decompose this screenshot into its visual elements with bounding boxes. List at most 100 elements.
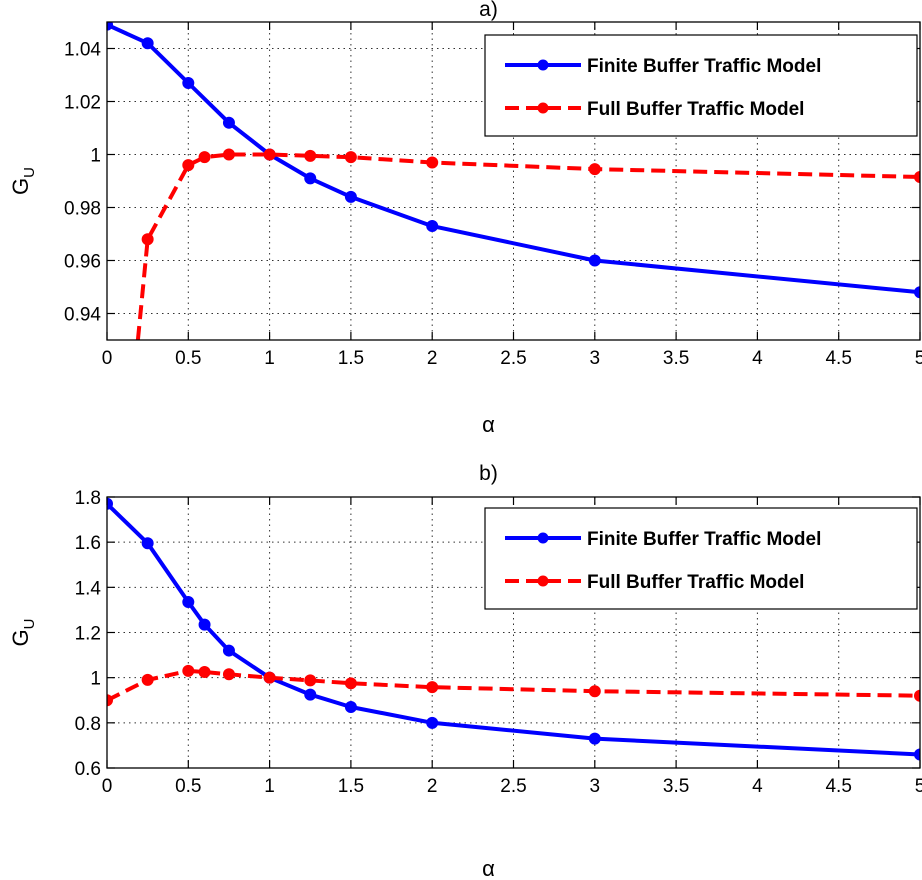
chart-title: b) (479, 462, 498, 485)
legend-label-finite-buffer: Finite Buffer Traffic Model (587, 529, 821, 550)
data-point-full-buffer (914, 171, 920, 184)
series-line-full-buffer (135, 152, 920, 340)
data-point-full-buffer (588, 163, 601, 176)
legend-marker-finite-buffer (537, 59, 549, 71)
x-tick-label: 4.5 (825, 776, 851, 797)
data-point-finite-buffer (344, 190, 357, 203)
data-point-finite-buffer (588, 732, 601, 745)
x-tick-label: 1.5 (338, 348, 364, 369)
x-tick-label: 2 (427, 776, 438, 797)
legend-label-finite-buffer: Finite Buffer Traffic Model (587, 56, 821, 77)
y-tick-label: 1.8 (75, 488, 101, 509)
data-point-full-buffer (141, 233, 154, 246)
data-point-finite-buffer (222, 644, 235, 657)
data-point-finite-buffer (141, 537, 154, 550)
y-tick-label: 1 (90, 146, 101, 167)
y-tick-label: 0.8 (75, 714, 101, 735)
data-point-full-buffer (198, 151, 211, 164)
data-point-full-buffer (182, 664, 195, 677)
data-point-finite-buffer (304, 688, 317, 701)
chart-title: a) (479, 0, 498, 21)
data-point-full-buffer (198, 666, 211, 679)
x-tick-label: 3 (590, 348, 601, 369)
x-axis-label: α (482, 412, 495, 437)
series-line-finite-buffer (107, 22, 920, 295)
x-tick-label: 5 (915, 776, 922, 797)
y-tick-label: 1.6 (75, 533, 101, 554)
x-tick-label: 3.5 (663, 776, 689, 797)
data-point-finite-buffer (182, 596, 195, 609)
legend: Finite Buffer Traffic Model Full Buffer T… (484, 34, 918, 137)
series-group (107, 497, 920, 761)
legend-label-full-buffer: Full Buffer Traffic Model (587, 99, 804, 120)
data-point-full-buffer (263, 148, 276, 161)
data-point-finite-buffer (182, 76, 195, 89)
chart-panel-a: 0 0.5 1 1.5 2 2.5 3 3.5 4 4.5 5 0.94 0.96 0.98 1 1.02 1.… (8, 0, 922, 437)
x-tick-label: 1 (264, 776, 275, 797)
data-point-finite-buffer (304, 172, 317, 185)
data-point-finite-buffer (914, 286, 920, 299)
data-point-finite-buffer (914, 748, 920, 761)
y-tick-label: 0.98 (64, 199, 101, 220)
y-axis-label-subscript: U (21, 167, 38, 178)
x-tick-label: 5 (915, 348, 922, 369)
data-point-full-buffer (141, 673, 154, 686)
y-tick-label: 1.02 (64, 93, 101, 114)
data-point-full-buffer (182, 159, 195, 172)
y-axis-label-main: G (8, 629, 33, 646)
data-point-finite-buffer (426, 716, 439, 729)
y-tick-label: 1.4 (75, 578, 102, 599)
data-point-full-buffer (222, 148, 235, 161)
y-tick-label: 1 (90, 669, 101, 690)
y-tick-label: 1.04 (64, 40, 101, 61)
data-point-full-buffer (344, 151, 357, 164)
data-point-finite-buffer (222, 116, 235, 129)
x-tick-label: 3 (590, 776, 601, 797)
x-tick-label: 1.5 (338, 776, 364, 797)
x-axis-label: α (482, 856, 495, 880)
x-tick-label: 2.5 (500, 348, 526, 369)
data-point-full-buffer (304, 149, 317, 162)
x-tick-label: 4.5 (825, 348, 851, 369)
data-point-finite-buffer (107, 497, 113, 510)
x-tick-label: 0.5 (175, 776, 201, 797)
legend: Finite Buffer Traffic Model Full Buffer T… (484, 507, 918, 610)
data-point-finite-buffer (344, 701, 357, 714)
x-tick-label: 0.5 (175, 348, 201, 369)
legend-marker-full-buffer (537, 102, 549, 114)
data-point-finite-buffer (107, 22, 113, 31)
x-tick-label: 4 (752, 348, 763, 369)
data-point-full-buffer (914, 689, 920, 702)
data-point-finite-buffer (588, 254, 601, 267)
data-point-finite-buffer (426, 220, 439, 233)
legend-box (484, 34, 918, 137)
x-tick-label: 2.5 (500, 776, 526, 797)
data-point-full-buffer (426, 156, 439, 169)
legend-box (484, 507, 918, 610)
data-point-full-buffer (588, 685, 601, 698)
data-point-full-buffer (344, 677, 357, 690)
y-axis-label-main: G (8, 178, 33, 195)
y-axis-label-subscript: U (21, 619, 38, 630)
y-axis-label: GU (8, 167, 38, 195)
y-tick-label: 0.94 (64, 305, 101, 326)
x-tick-label: 0 (102, 776, 113, 797)
x-tick-label: 3.5 (663, 348, 689, 369)
data-point-full-buffer (107, 694, 113, 707)
x-tick-label: 4 (752, 776, 763, 797)
legend-label-full-buffer: Full Buffer Traffic Model (587, 572, 804, 593)
x-tick-label: 2 (427, 348, 438, 369)
y-axis-label: GU (8, 619, 38, 647)
legend-marker-full-buffer (537, 575, 549, 587)
data-point-full-buffer (222, 668, 235, 681)
y-tick-label: 0.6 (75, 759, 101, 780)
series-group (107, 22, 920, 340)
chart-panel-b: 0 0.5 1 1.5 2 2.5 3 3.5 4 4.5 5 0.6 0.8 1 1.2 1.4 1.6 1.8… (8, 462, 922, 880)
y-tick-label: 1.2 (75, 624, 101, 645)
data-point-full-buffer (304, 674, 317, 687)
data-point-finite-buffer (198, 618, 211, 631)
x-tick-label: 0 (102, 348, 113, 369)
x-tick-label: 1 (264, 348, 275, 369)
data-point-full-buffer (426, 681, 439, 694)
